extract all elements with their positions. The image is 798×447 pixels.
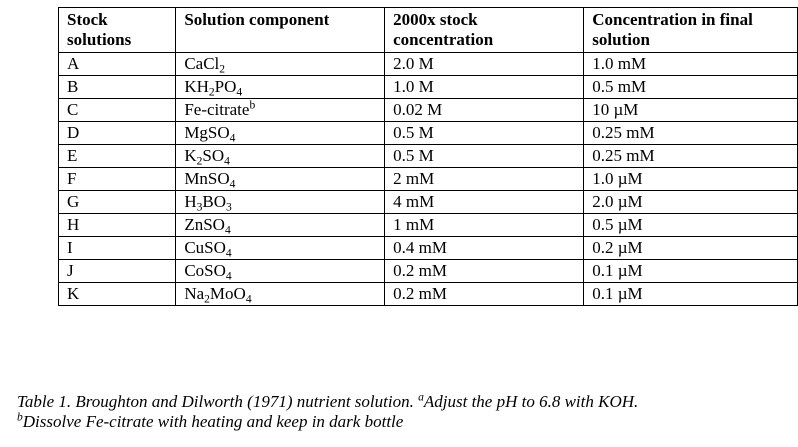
final-concentration-cell: 0.1 µM [583, 282, 798, 307]
solution-component-cell: CaCl2 [175, 52, 386, 77]
final-concentration-cell: 0.5 mM [583, 75, 798, 100]
table-header-row: Stock solutions Solution component 2000x… [57, 6, 798, 54]
table-row: G H3BO3 4 mM 2.0 µM [57, 190, 798, 215]
final-concentration-cell: 0.2 µM [583, 236, 798, 261]
table-row: F MnSO4 2 mM 1.0 µM [57, 167, 798, 192]
stock-solution-cell: E [57, 144, 177, 169]
table-row: D MgSO4 0.5 M 0.25 mM [57, 121, 798, 146]
final-concentration-cell: 1.0 µM [583, 167, 798, 192]
stock-solution-cell: C [57, 98, 177, 123]
solution-component-cell: MgSO4 [175, 121, 386, 146]
stock-concentration-cell: 4 mM [384, 190, 585, 215]
final-concentration-cell: 0.5 µM [583, 213, 798, 238]
stock-concentration-cell: 0.2 mM [384, 282, 585, 307]
final-concentration-cell: 0.1 µM [583, 259, 798, 284]
stock-solution-cell: F [57, 167, 177, 192]
solution-component-cell: MnSO4 [175, 167, 386, 192]
stock-solution-cell: I [57, 236, 177, 261]
table-row: I CuSO4 0.4 mM 0.2 µM [57, 236, 798, 261]
solution-component-cell: CoSO4 [175, 259, 386, 284]
nutrient-table: Stock solutions Solution component 2000x… [57, 6, 798, 307]
stock-solution-cell: A [57, 52, 177, 77]
table-row: K Na2MoO4 0.2 mM 0.1 µM [57, 282, 798, 307]
final-concentration-cell: 0.25 mM [583, 144, 798, 169]
stock-concentration-cell: 1.0 M [384, 75, 585, 100]
header-stock-concentration: 2000x stock concentration [384, 6, 585, 54]
final-concentration-cell: 10 µM [583, 98, 798, 123]
stock-solution-cell: J [57, 259, 177, 284]
stock-concentration-cell: 2 mM [384, 167, 585, 192]
stock-concentration-cell: 1 mM [384, 213, 585, 238]
stock-solution-cell: G [57, 190, 177, 215]
solution-component-cell: K2SO4 [175, 144, 386, 169]
table-row: C Fe-citrateb 0.02 M 10 µM [57, 98, 798, 123]
final-concentration-cell: 0.25 mM [583, 121, 798, 146]
solution-component-cell: CuSO4 [175, 236, 386, 261]
table-row: A CaCl2 2.0 M 1.0 mM [57, 52, 798, 77]
table-row: J CoSO4 0.2 mM 0.1 µM [57, 259, 798, 284]
solution-component-cell: Na2MoO4 [175, 282, 386, 307]
stock-solution-cell: D [57, 121, 177, 146]
header-final-concentration: Concentration in final solution [583, 6, 798, 54]
solution-component-cell: Fe-citrateb [175, 98, 386, 123]
caption-line-1: Table 1. Broughton and Dilworth (1971) n… [17, 390, 639, 411]
header-solution-component: Solution component [175, 6, 386, 54]
table-row: E K2SO4 0.5 M 0.25 mM [57, 144, 798, 169]
stock-concentration-cell: 0.2 mM [384, 259, 585, 284]
stock-solution-cell: H [57, 213, 177, 238]
solution-component-cell: H3BO3 [175, 190, 386, 215]
stock-concentration-cell: 0.02 M [384, 98, 585, 123]
table-row: H ZnSO4 1 mM 0.5 µM [57, 213, 798, 238]
stock-concentration-cell: 2.0 M [384, 52, 585, 77]
table-body: A CaCl2 2.0 M 1.0 mM B KH2PO4 1.0 M 0.5 mM C Fe-c… [57, 52, 798, 307]
stock-solution-cell: B [57, 75, 177, 100]
final-concentration-cell: 2.0 µM [583, 190, 798, 215]
solution-component-cell: KH2PO4 [175, 75, 386, 100]
solution-component-cell: ZnSO4 [175, 213, 386, 238]
stock-concentration-cell: 0.5 M [384, 121, 585, 146]
stock-concentration-cell: 0.4 mM [384, 236, 585, 261]
stock-solution-cell: K [57, 282, 177, 307]
stock-concentration-cell: 0.5 M [384, 144, 585, 169]
caption-line-2: bDissolve Fe-citrate with heating and ke… [17, 410, 404, 431]
header-stock-solutions: Stock solutions [57, 6, 177, 54]
table-row: B KH2PO4 1.0 M 0.5 mM [57, 75, 798, 100]
table-caption: Table 1. Broughton and Dilworth (1971) n… [17, 390, 639, 431]
final-concentration-cell: 1.0 mM [583, 52, 798, 77]
